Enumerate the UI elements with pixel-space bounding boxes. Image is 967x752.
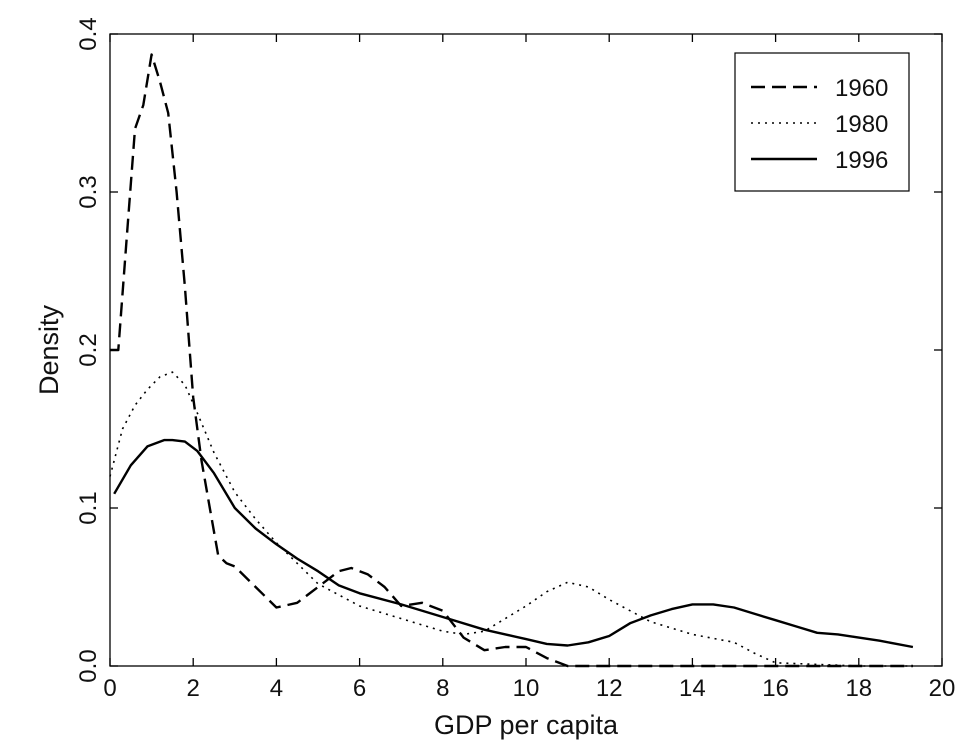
y-tick-label: 0.4 bbox=[75, 17, 102, 50]
y-tick-label: 0.2 bbox=[75, 333, 102, 366]
x-tick-label: 12 bbox=[596, 675, 623, 702]
y-axis-title: Density bbox=[34, 304, 64, 395]
series-line-1980 bbox=[109, 371, 913, 667]
y-tick-label: 0.0 bbox=[75, 649, 102, 682]
series-line-1996 bbox=[113, 438, 914, 649]
x-tick-label: 2 bbox=[187, 675, 200, 702]
x-tick-label: 6 bbox=[353, 675, 366, 702]
legend-label-1980: 1980 bbox=[835, 111, 888, 138]
y-tick-label: 0.1 bbox=[75, 491, 102, 524]
legend-label-1996: 1996 bbox=[835, 147, 888, 174]
series-line-1960 bbox=[110, 53, 913, 668]
series-lines bbox=[109, 53, 914, 668]
y-tick-label: 0.3 bbox=[75, 175, 102, 208]
x-tick-label: 4 bbox=[270, 675, 283, 702]
x-tick-label: 20 bbox=[929, 675, 956, 702]
x-axis-title: GDP per capita bbox=[434, 710, 619, 740]
x-tick-label: 0 bbox=[103, 675, 116, 702]
legend-box bbox=[734, 52, 910, 192]
y-axis: 0.0 0.1 0.2 0.3 0.4 bbox=[75, 17, 942, 683]
x-tick-label: 18 bbox=[845, 675, 872, 702]
legend: 1960 1980 1996 bbox=[734, 52, 910, 192]
x-tick-label: 14 bbox=[679, 675, 706, 702]
x-tick-label: 16 bbox=[762, 675, 789, 702]
x-tick-label: 8 bbox=[436, 675, 449, 702]
x-tick-label: 10 bbox=[513, 675, 540, 702]
x-axis: 0 2 4 6 8 10 12 14 16 18 20 bbox=[103, 34, 955, 702]
legend-label-1960: 1960 bbox=[835, 75, 888, 102]
